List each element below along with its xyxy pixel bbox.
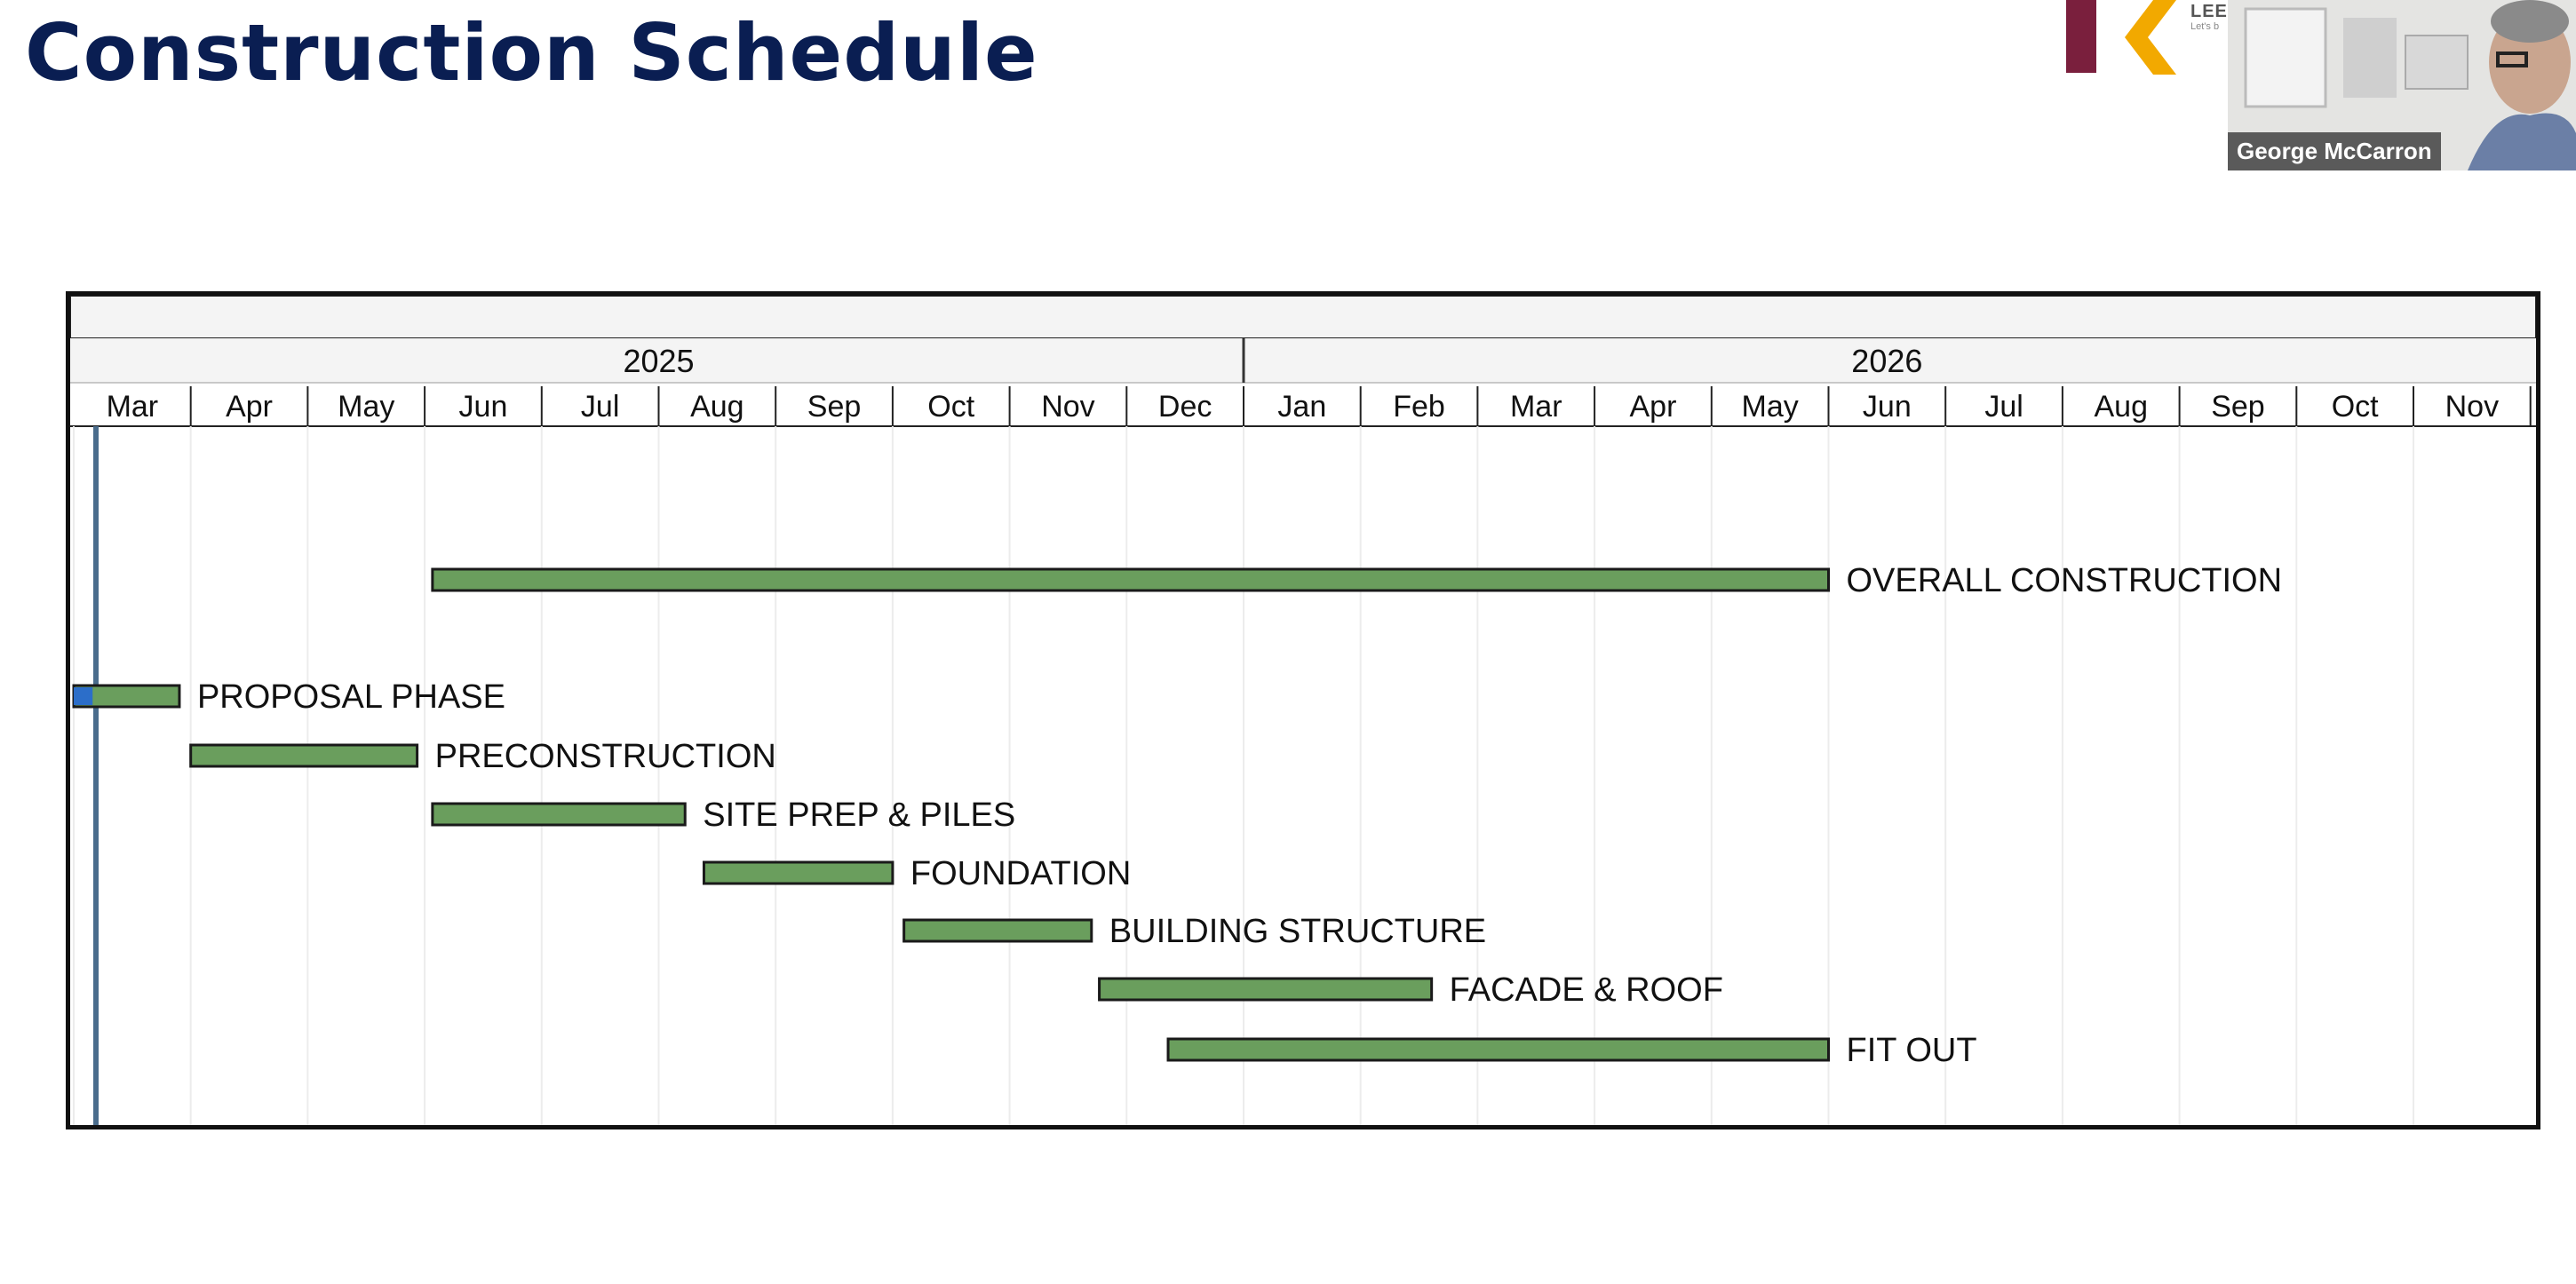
- month-label: Oct: [2332, 390, 2379, 424]
- task-bar: [1166, 1037, 1830, 1062]
- month-label: Jan: [1277, 390, 1326, 424]
- month-label: Aug: [690, 390, 744, 424]
- month-label: Sep: [2211, 390, 2265, 424]
- logo-tagline: Let's b: [2190, 21, 2220, 32]
- month-label: Feb: [1393, 390, 1445, 424]
- month-label: May: [338, 390, 394, 424]
- task-label: PRECONSTRUCTION: [435, 738, 776, 775]
- task-bar: [431, 802, 687, 827]
- gantt-svg: 2025 2026 Mar Apr May Jun Jul Aug Sep Oct Nov Dec Ja…: [70, 296, 2536, 1125]
- month-label: Mar: [1510, 390, 1562, 424]
- task-bar: [902, 918, 1093, 943]
- month-label: Jul: [581, 390, 619, 424]
- month-label: Nov: [2445, 390, 2499, 424]
- participant-video-tile[interactable]: George McCarron: [2228, 0, 2576, 170]
- task-label: FACADE & ROOF: [1450, 971, 1723, 1009]
- month-label: Aug: [2095, 390, 2149, 424]
- task-label: OVERALL CONSTRUCTION: [1847, 562, 2283, 599]
- task-bar: [431, 567, 1830, 592]
- month-label: Jul: [1984, 390, 2023, 424]
- task-label: SITE PREP & PILES: [703, 797, 1015, 834]
- year-label-2026: 2026: [1851, 343, 1922, 379]
- month-label: Sep: [807, 390, 862, 424]
- task-bar: [702, 860, 894, 885]
- task-bar: [189, 743, 419, 768]
- month-label: Apr: [1629, 390, 1676, 424]
- task-progress-bar: [74, 687, 93, 705]
- task-label: PROPOSAL PHASE: [197, 678, 505, 716]
- header-top-band: [70, 296, 2536, 339]
- logo-bar: [2066, 0, 2096, 73]
- month-label: Jun: [459, 390, 508, 424]
- month-label: Oct: [927, 390, 974, 424]
- participant-name-label: George McCarron: [2228, 132, 2441, 170]
- task-label: FOUNDATION: [910, 855, 1131, 892]
- company-logo: LEE Let's b: [2063, 0, 2228, 75]
- logo-chevron-icon: [2125, 0, 2176, 75]
- task-bar: [1098, 977, 1434, 1002]
- month-label: Jun: [1863, 390, 1912, 424]
- year-label-2025: 2025: [623, 343, 694, 379]
- task-label: FIT OUT: [1847, 1032, 1977, 1069]
- slide-title: Construction Schedule: [25, 7, 1038, 99]
- logo-brand-text: LEE: [2190, 2, 2228, 21]
- month-label: Mar: [107, 390, 159, 424]
- header-year-band: [70, 338, 2536, 383]
- month-label: May: [1742, 390, 1799, 424]
- month-label: Dec: [1158, 390, 1212, 424]
- month-label: Apr: [226, 390, 273, 424]
- task-label: BUILDING STRUCTURE: [1109, 913, 1486, 950]
- gantt-chart: 2025 2026 Mar Apr May Jun Jul Aug Sep Oct Nov Dec Ja…: [66, 291, 2540, 1129]
- month-label: Nov: [1041, 390, 1094, 424]
